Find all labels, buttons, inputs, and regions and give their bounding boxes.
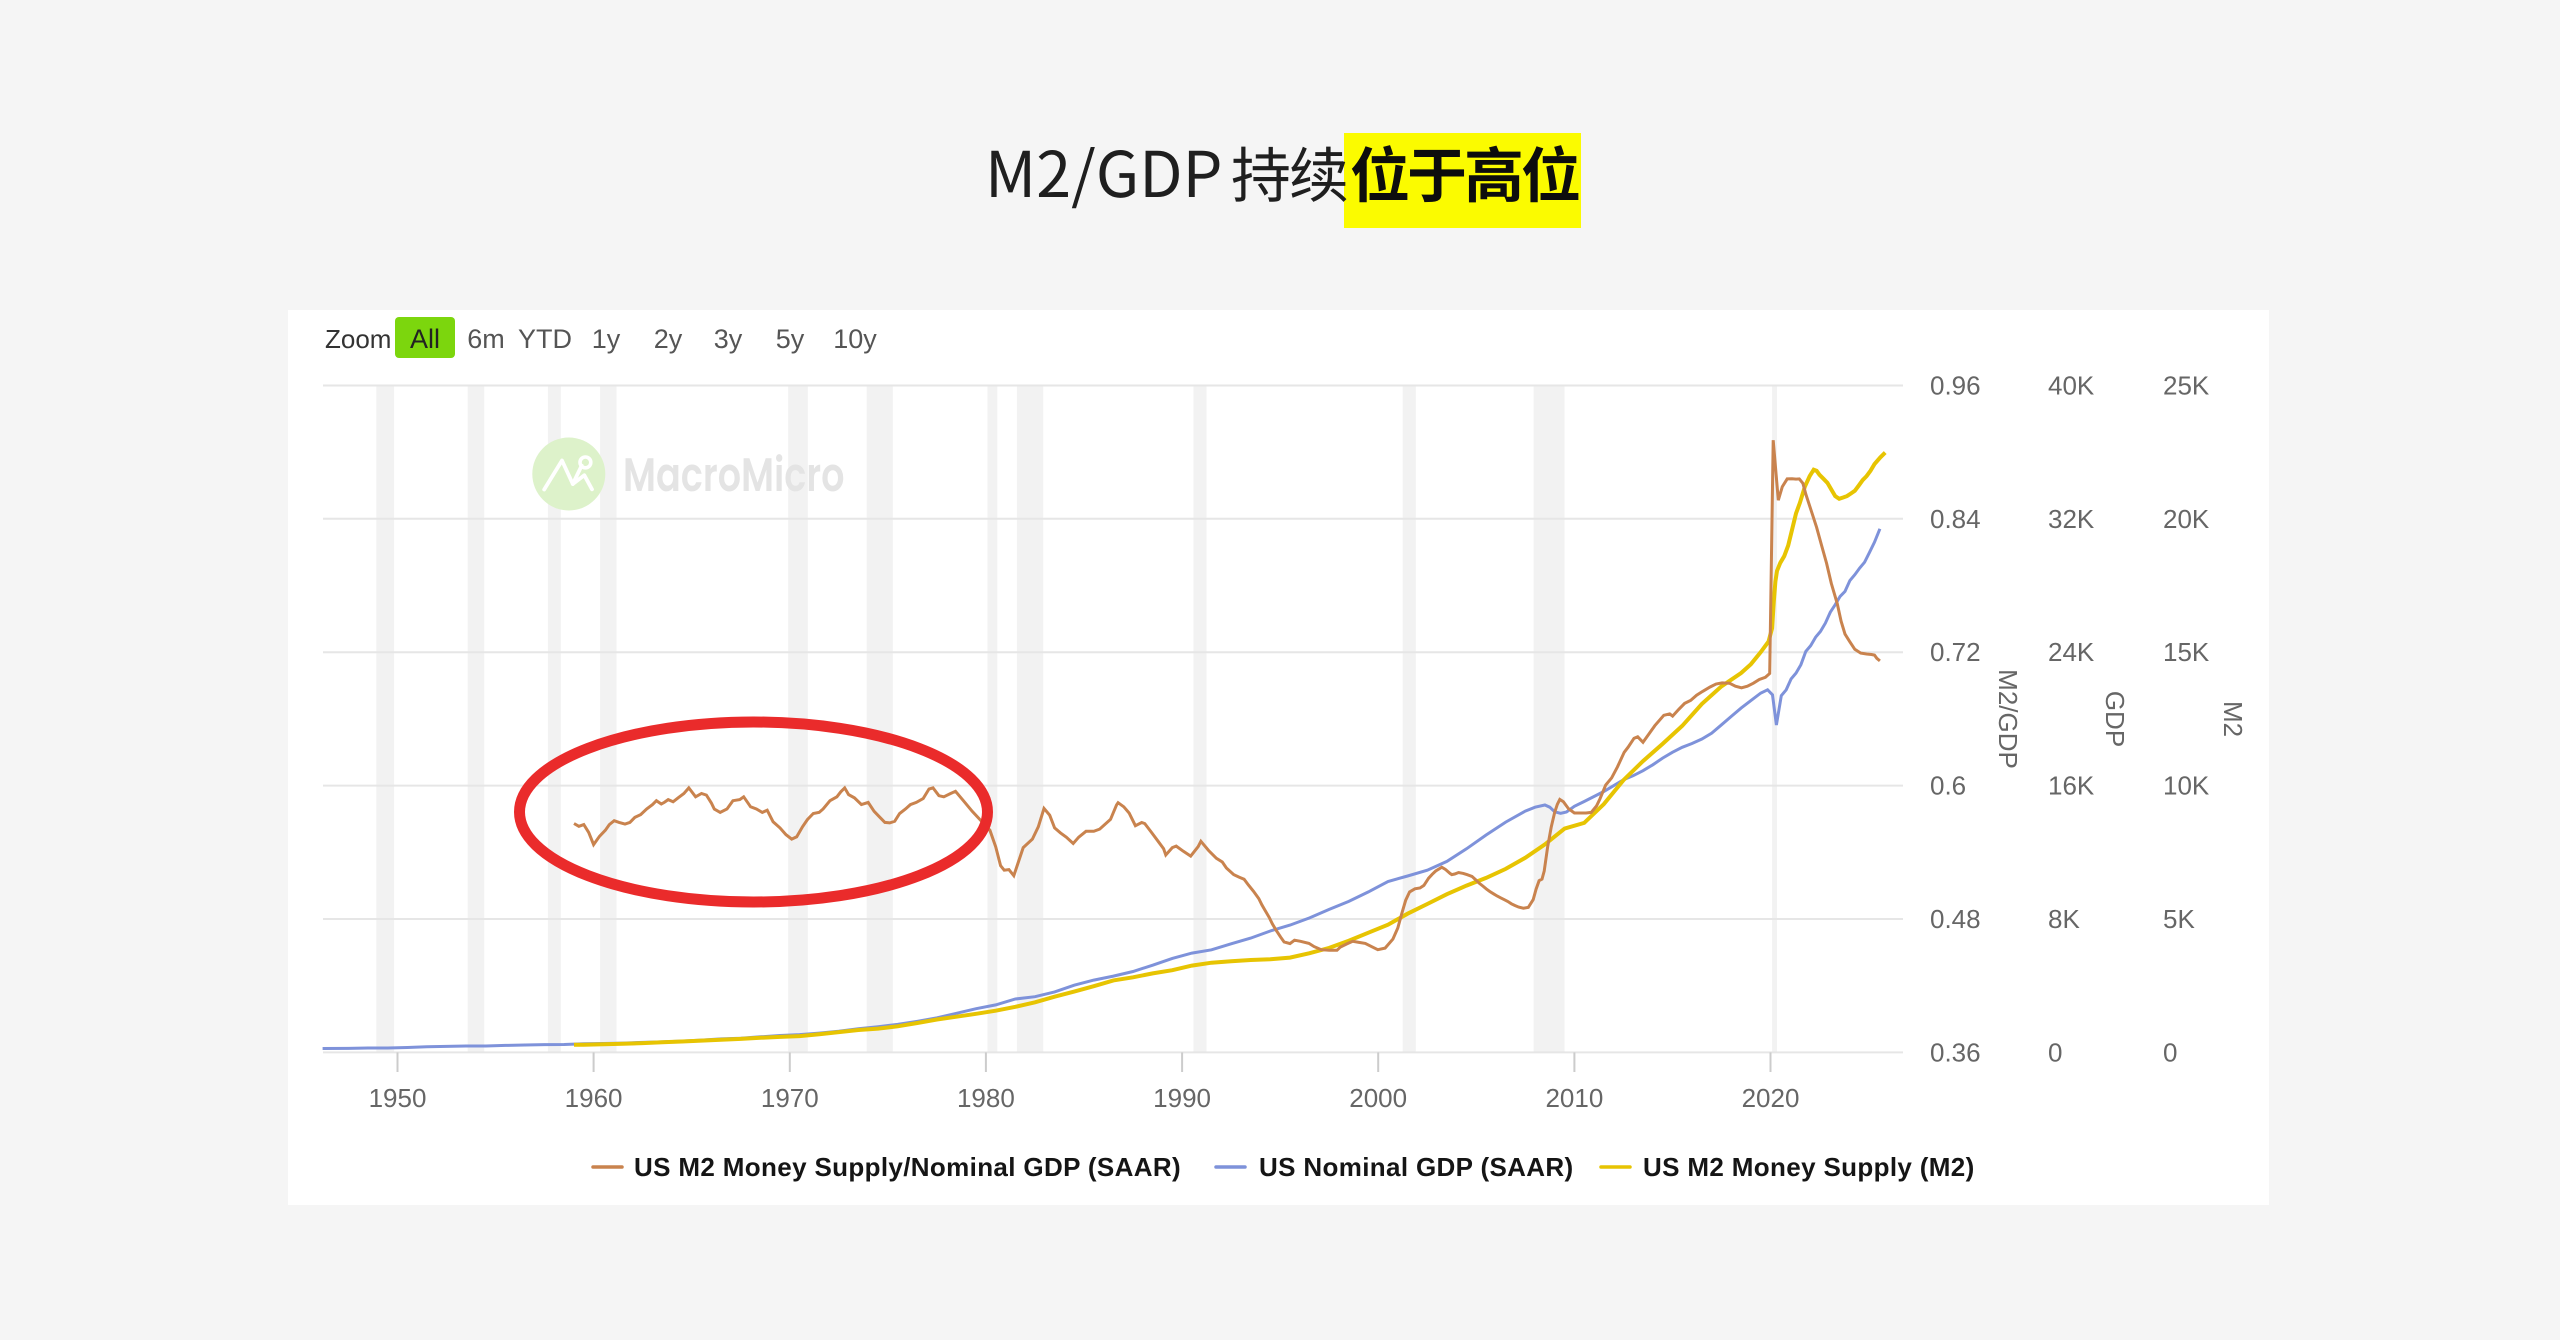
svg-text:2020: 2020 [1742,1083,1800,1113]
svg-text:8K: 8K [2048,904,2080,934]
svg-text:0: 0 [2048,1037,2062,1067]
svg-text:2000: 2000 [1349,1083,1407,1113]
svg-text:2010: 2010 [1545,1083,1603,1113]
svg-text:6m: 6m [467,324,505,354]
svg-text:M2/GDP: M2/GDP [1993,669,2023,769]
svg-text:40K: 40K [2048,371,2095,401]
svg-text:10y: 10y [833,324,877,354]
svg-text:15K: 15K [2163,637,2210,667]
svg-text:0.84: 0.84 [1930,504,1981,534]
svg-text:US M2 Money Supply/Nominal GDP: US M2 Money Supply/Nominal GDP (SAAR) [634,1152,1181,1182]
svg-text:5y: 5y [776,324,805,354]
svg-text:M2: M2 [2218,701,2248,737]
svg-text:1970: 1970 [761,1083,819,1113]
svg-text:1960: 1960 [565,1083,623,1113]
svg-text:1y: 1y [592,324,621,354]
svg-text:20K: 20K [2163,504,2210,534]
svg-text:16K: 16K [2048,771,2095,801]
svg-text:Zoom: Zoom [325,324,391,354]
svg-text:24K: 24K [2048,637,2095,667]
svg-text:0.72: 0.72 [1930,637,1981,667]
svg-text:25K: 25K [2163,371,2210,401]
svg-text:0.96: 0.96 [1930,371,1981,401]
svg-text:0.48: 0.48 [1930,904,1981,934]
svg-text:YTD: YTD [518,324,572,354]
svg-text:10K: 10K [2163,771,2210,801]
svg-text:GDP: GDP [2100,691,2130,747]
svg-text:5K: 5K [2163,904,2195,934]
svg-text:0: 0 [2163,1037,2177,1067]
svg-text:US Nominal GDP (SAAR): US Nominal GDP (SAAR) [1259,1152,1574,1182]
svg-text:0.36: 0.36 [1930,1037,1981,1067]
svg-text:1980: 1980 [957,1083,1015,1113]
svg-text:32K: 32K [2048,504,2095,534]
svg-text:1990: 1990 [1153,1083,1211,1113]
svg-text:3y: 3y [714,324,743,354]
svg-text:US M2 Money Supply (M2): US M2 Money Supply (M2) [1643,1152,1975,1182]
svg-text:All: All [410,324,440,354]
svg-text:0.6: 0.6 [1930,771,1966,801]
svg-text:1950: 1950 [369,1083,427,1113]
svg-text:2y: 2y [654,324,683,354]
